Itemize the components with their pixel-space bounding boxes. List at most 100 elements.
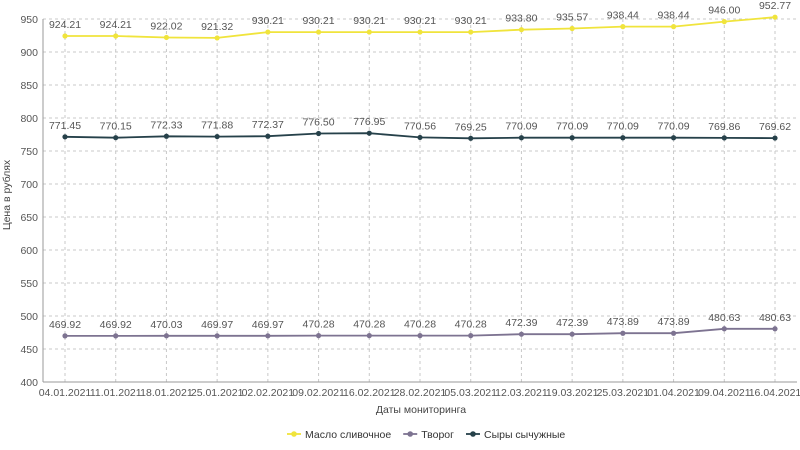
data-point[interactable]	[265, 29, 271, 35]
data-point[interactable]	[214, 35, 220, 41]
data-point[interactable]	[518, 135, 525, 141]
y-tick-label: 950	[20, 14, 38, 26]
y-tick-label: 550	[20, 278, 38, 290]
data-point[interactable]	[366, 333, 372, 339]
data-label: 480.63	[708, 312, 740, 324]
data-point[interactable]	[366, 130, 372, 136]
data-label: 473.89	[607, 316, 639, 328]
data-point[interactable]	[417, 134, 423, 141]
data-point[interactable]	[113, 135, 119, 141]
x-tick-label: 25.01.2021	[191, 387, 244, 399]
data-point[interactable]	[670, 135, 677, 141]
y-tick-label: 800	[20, 113, 38, 125]
data-point[interactable]	[214, 133, 220, 140]
data-label: 469.97	[201, 319, 233, 331]
y-tick-label: 900	[20, 47, 38, 59]
data-point[interactable]	[315, 333, 322, 339]
data-label: 930.21	[353, 15, 385, 27]
data-label: 776.50	[303, 117, 335, 129]
legend-item[interactable]: Масло сливочное	[287, 429, 391, 441]
data-label: 770.09	[505, 121, 537, 133]
y-tick-label: 500	[20, 311, 38, 323]
legend-item[interactable]: Сыры сычужные	[465, 429, 565, 441]
data-point[interactable]	[772, 14, 778, 20]
data-point[interactable]	[620, 330, 626, 336]
x-tick-label: 19.03.2021	[546, 387, 599, 399]
data-label: 470.28	[404, 319, 436, 331]
data-point[interactable]	[620, 24, 626, 30]
data-point[interactable]	[721, 326, 727, 332]
data-label: 930.21	[455, 15, 487, 27]
data-point[interactable]	[468, 135, 474, 141]
data-point[interactable]	[772, 135, 778, 141]
data-label: 472.39	[556, 317, 588, 329]
data-point[interactable]	[265, 333, 271, 339]
data-label: 470.28	[303, 319, 335, 331]
data-point[interactable]	[417, 29, 423, 35]
legend[interactable]: Масло сливочное Творог Сыры сычужные	[287, 429, 565, 441]
data-point[interactable]	[468, 29, 474, 35]
data-point[interactable]	[569, 331, 575, 337]
data-label: 924.21	[100, 19, 132, 31]
legend-label: Сыры сычужные	[484, 429, 565, 441]
data-label: 770.56	[404, 120, 436, 132]
data-point[interactable]	[366, 29, 372, 35]
data-point[interactable]	[670, 24, 677, 30]
data-point[interactable]	[315, 29, 322, 35]
data-label: 470.03	[150, 319, 182, 331]
data-point[interactable]	[518, 27, 525, 33]
data-label: 772.37	[252, 119, 284, 131]
data-point[interactable]	[721, 19, 727, 25]
x-tick-label: 09.02.2021	[292, 387, 345, 399]
data-label: 470.28	[455, 319, 487, 331]
data-point[interactable]	[569, 135, 575, 141]
data-point[interactable]	[62, 333, 68, 339]
data-label: 776.95	[353, 116, 385, 128]
x-tick-label: 12.03.2021	[495, 387, 548, 399]
x-axis-title: Даты мониторинга	[376, 404, 466, 416]
data-label: 472.39	[505, 317, 537, 329]
data-point[interactable]	[620, 135, 626, 141]
data-point[interactable]	[417, 333, 423, 339]
data-label: 935.57	[556, 12, 588, 24]
data-label: 470.28	[353, 319, 385, 331]
series	[62, 14, 778, 339]
data-label: 921.32	[201, 21, 233, 33]
data-label: 770.15	[100, 121, 132, 133]
x-tick-label: 11.01.2021	[90, 387, 142, 399]
x-tick-label: 18.01.2021	[140, 387, 193, 399]
x-tick-label: 01.04.2021	[647, 387, 700, 399]
data-point[interactable]	[265, 133, 271, 139]
data-point[interactable]	[772, 326, 778, 332]
data-point[interactable]	[113, 333, 119, 339]
legend-label: Масло сливочное	[305, 429, 391, 441]
data-label: 771.88	[201, 120, 233, 132]
data-label: 469.92	[49, 319, 81, 331]
y-axis-title: Цена в рублях	[1, 159, 13, 230]
data-point[interactable]	[670, 330, 677, 336]
data-point[interactable]	[468, 333, 474, 339]
data-point[interactable]	[518, 331, 525, 337]
data-point[interactable]	[721, 135, 727, 141]
data-point[interactable]	[163, 333, 170, 339]
data-point[interactable]	[113, 33, 119, 39]
data-point[interactable]	[214, 333, 220, 339]
legend-swatch-dot	[291, 431, 297, 437]
data-point[interactable]	[163, 34, 170, 41]
data-label: 769.62	[759, 121, 791, 133]
data-label: 473.89	[658, 316, 690, 328]
data-label: 469.92	[100, 319, 132, 331]
data-label: 772.33	[150, 119, 182, 131]
data-point[interactable]	[569, 25, 575, 32]
legend-item[interactable]: Творог	[403, 429, 454, 441]
data-label: 469.97	[252, 319, 284, 331]
y-tick-label: 850	[20, 80, 38, 92]
data-point[interactable]	[315, 130, 322, 137]
legend-swatch-dot	[470, 431, 476, 437]
y-tick-label: 400	[20, 377, 38, 389]
data-label: 952.77	[759, 0, 791, 12]
data-point[interactable]	[62, 33, 68, 39]
data-point[interactable]	[62, 134, 68, 140]
data-point[interactable]	[163, 133, 170, 139]
